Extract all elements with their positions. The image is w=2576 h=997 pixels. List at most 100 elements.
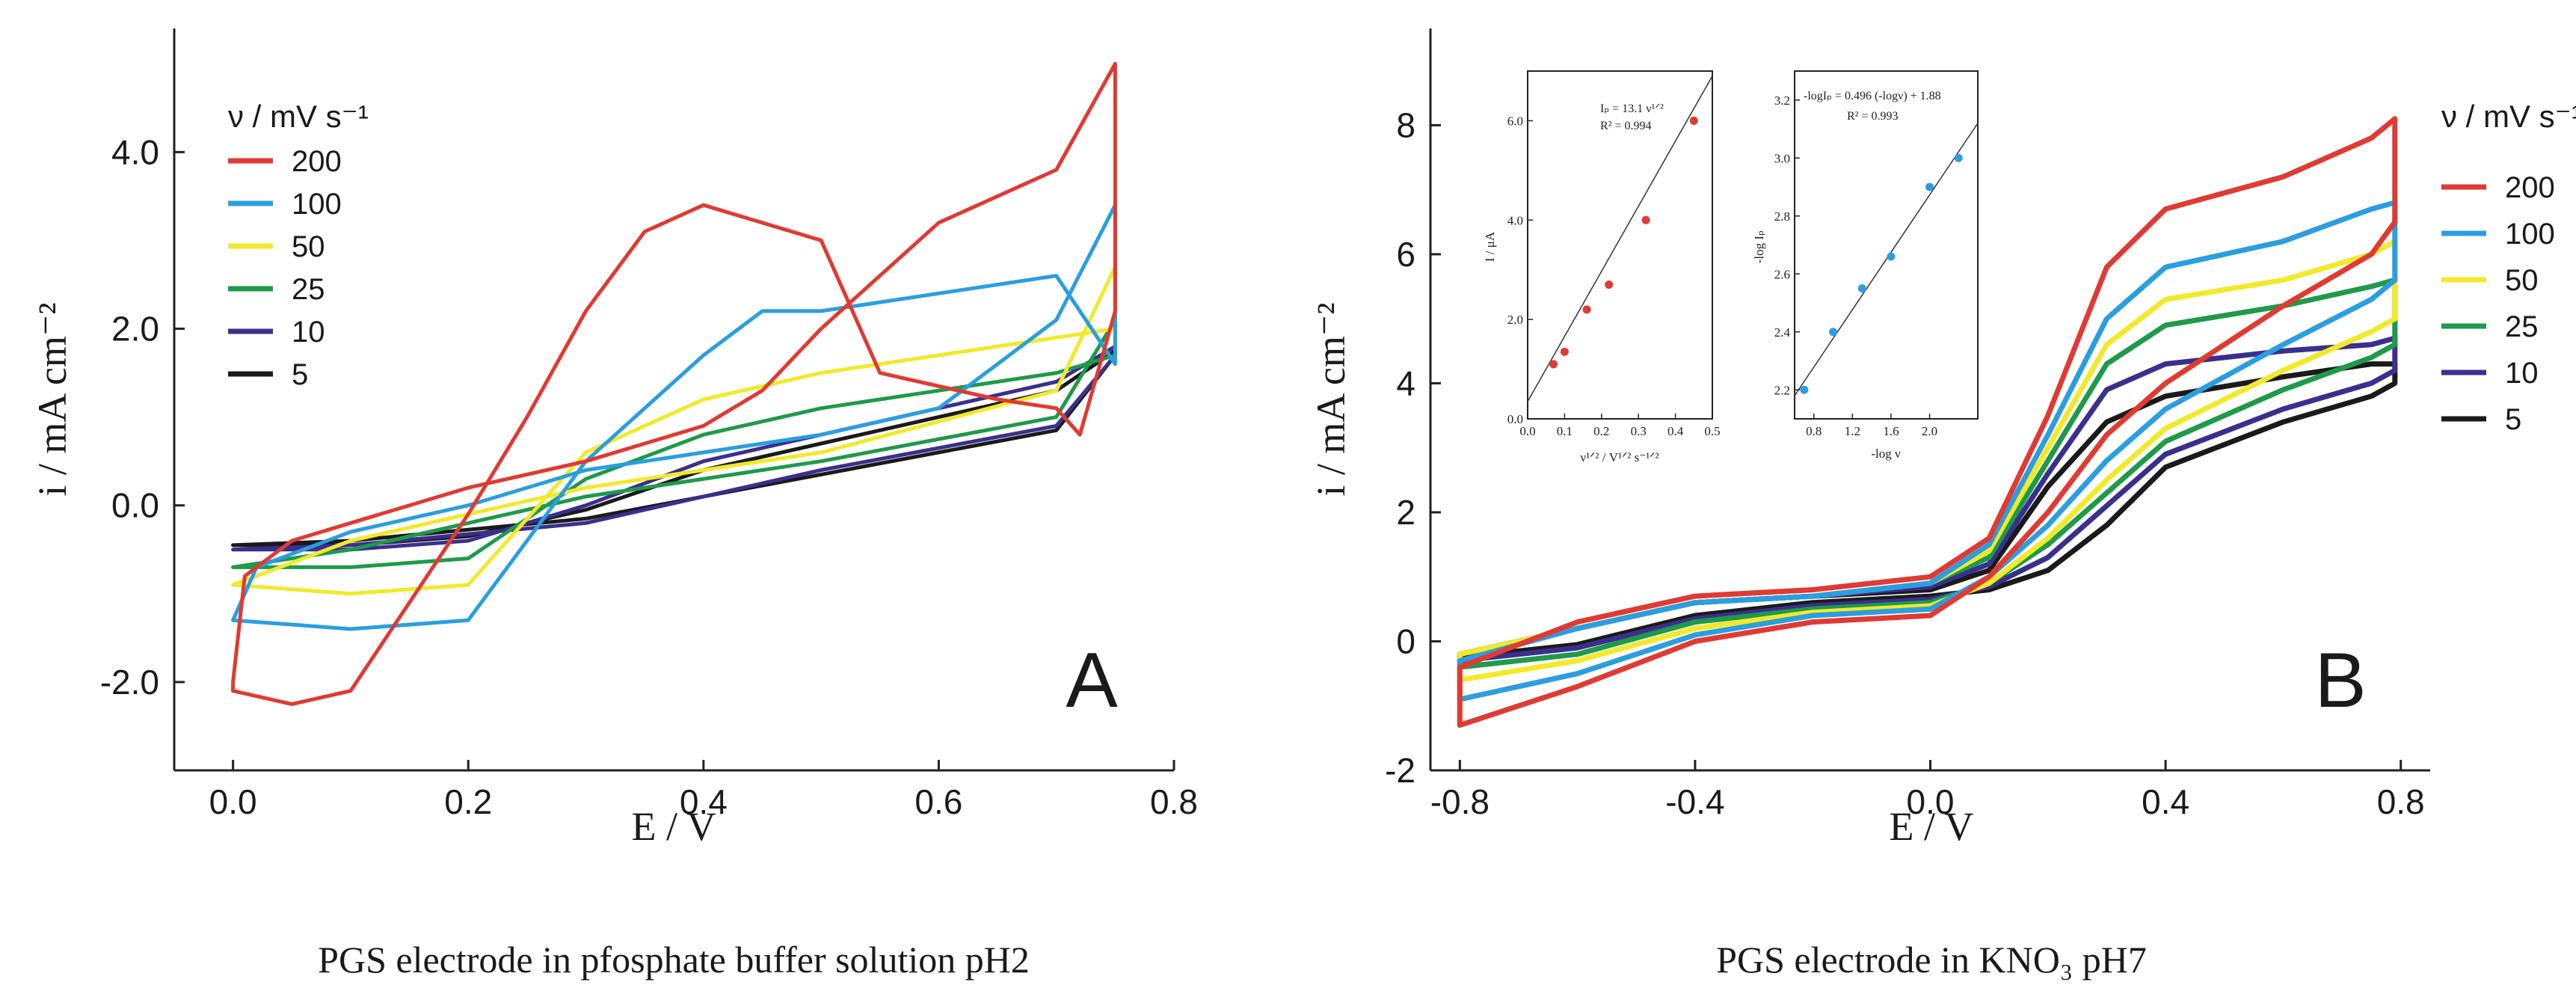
- inset-1-chart: 0.0 0.1 0.2 0.3 0.4 0.5 0.0 2.0 4.0 6.0 Iₚ = 13.1…: [1483, 70, 1721, 464]
- panel-b-x-ticks: -0.8 -0.4 0.0 0.4 0.8: [1430, 760, 2425, 821]
- inset-x-tick-label: 2.0: [1922, 424, 1937, 438]
- inset-data-point: [1925, 182, 1934, 191]
- inset-data-point: [1582, 305, 1591, 314]
- series-a-50: [231, 265, 1117, 596]
- inset-2-chart: 0.8 1.2 1.6 2.0 2.2 2.4 2.6 2.8 3.0 3.2 -logIₚ = …: [1752, 70, 1979, 461]
- series-a-200: [231, 61, 1117, 706]
- panel-b-legend-title: ν / mV s⁻¹: [2441, 99, 2576, 134]
- inset-2-y-label: -log Iₚ: [1752, 230, 1766, 264]
- inset-1-equation: Iₚ = 13.1 ν¹ᐟ²: [1600, 102, 1664, 115]
- inset-y-tick-label: 2.2: [1774, 383, 1790, 397]
- panel-a-y-ticks: -2.0 0.0 2.0 4.0: [100, 132, 185, 702]
- panel-a-x-ticks: 0.0 0.2 0.4 0.6 0.8: [209, 760, 1198, 821]
- inset-data-point: [1800, 385, 1809, 394]
- inset-fit-line: [1794, 123, 1979, 396]
- legend-label-100: 100: [292, 188, 342, 221]
- panel-a-x-label: E / V: [631, 804, 716, 849]
- inset-2-x-label: -log ν: [1871, 447, 1901, 461]
- inset-data-point: [1954, 153, 1963, 162]
- x-tick-label: 0.8: [2377, 782, 2425, 821]
- inset-1-frame: [1527, 70, 1713, 420]
- inset-x-tick-label: 0.5: [1704, 424, 1720, 438]
- y-tick-label: 2.0: [111, 310, 159, 349]
- inset-y-tick-label: 0.0: [1507, 412, 1523, 426]
- inset-y-tick-label: 2.0: [1507, 313, 1523, 327]
- x-tick-label: 0.4: [2142, 782, 2189, 821]
- y-tick-label: 2: [1396, 493, 1415, 532]
- inset-x-tick-label: 1.2: [1845, 424, 1860, 438]
- panel-a-legend: ν / mV s⁻¹ 200 100 50 25 10 5: [228, 99, 369, 391]
- y-tick-label: 0.0: [111, 486, 159, 525]
- legend-label-200: 200: [2505, 171, 2555, 204]
- inset-data-point: [1829, 328, 1838, 337]
- inset-2-marks: [1794, 123, 1979, 396]
- x-tick-label: -0.4: [1665, 782, 1724, 821]
- legend-label-25: 25: [2505, 310, 2539, 343]
- legend-label-100: 100: [2505, 218, 2555, 251]
- panel-b-letter: B: [2314, 637, 2366, 724]
- inset-1-x-label: ν¹ᐟ² / V¹ᐟ² s⁻¹ᐟ²: [1580, 450, 1659, 464]
- inset-x-tick-label: 0.8: [1806, 424, 1822, 438]
- y-tick-label: 4: [1396, 363, 1415, 402]
- inset-x-tick-label: 0.2: [1593, 424, 1609, 438]
- panel-b-x-label: E / V: [1889, 804, 1973, 849]
- series-a-25: [231, 318, 1117, 569]
- inset-data-point: [1857, 284, 1866, 293]
- series-a-10: [231, 344, 1117, 552]
- inset-1-y-label: I / μA: [1483, 231, 1497, 262]
- inset-x-tick-label: 0.1: [1557, 424, 1573, 438]
- panel-b-legend: ν / mV s⁻¹ 200 100 50 25 10 5: [2441, 99, 2576, 436]
- panel-a-letter: A: [1066, 637, 1118, 724]
- y-tick-label: 0: [1396, 622, 1415, 660]
- panel-a-legend-entries: 200 100 50 25 10 5: [228, 145, 342, 391]
- inset-2-r2: R² = 0.993: [1847, 110, 1899, 123]
- panel-b: -0.8 -0.4 0.0 0.4 0.8 -2 0 2 4 6 8 E / V i / mA c…: [1309, 28, 2576, 981]
- inset-y-tick-label: 3.0: [1774, 151, 1790, 165]
- inset-data-point: [1689, 116, 1698, 125]
- panel-a: 0.0 0.2 0.4 0.6 0.8 -2.0 0.0 2.0 4.0 E / V i / …: [30, 28, 1198, 981]
- inset-y-tick-label: 2.4: [1774, 325, 1791, 340]
- legend-label-10: 10: [2505, 357, 2539, 390]
- inset-y-tick-label: 3.2: [1774, 93, 1790, 108]
- inset-x-tick-label: 0.0: [1519, 424, 1535, 438]
- inset-y-tick-label: 4.0: [1507, 213, 1523, 227]
- inset-data-point: [1887, 252, 1896, 261]
- inset-data-point: [1641, 215, 1650, 224]
- y-tick-label: 6: [1396, 235, 1415, 274]
- inset-y-tick-label: 2.8: [1774, 209, 1790, 224]
- panel-b-y-label: i / mA cm⁻²: [1309, 302, 1353, 496]
- x-tick-label: -0.8: [1430, 782, 1490, 821]
- inset-fit-line: [1527, 76, 1713, 402]
- inset-1-r2: R² = 0.994: [1600, 120, 1652, 132]
- legend-label-200: 200: [292, 145, 342, 178]
- x-tick-label: 0.0: [209, 782, 257, 821]
- inset-2-equation: -logIₚ = 0.496 (-logν) + 1.88: [1804, 90, 1941, 102]
- inset-x-tick-label: 1.6: [1883, 424, 1899, 438]
- x-tick-label: 0.8: [1150, 782, 1198, 821]
- panel-a-y-label: i / mA cm⁻²: [30, 302, 75, 496]
- legend-label-10: 10: [292, 316, 325, 349]
- panel-a-curves: [231, 61, 1117, 706]
- inset-data-point: [1605, 280, 1614, 289]
- series-b-200: [1457, 116, 2398, 728]
- legend-label-25: 25: [292, 273, 325, 306]
- panel-b-curves: [1457, 116, 2398, 728]
- y-tick-label: -2: [1385, 751, 1415, 790]
- inset-x-tick-label: 0.4: [1667, 424, 1684, 438]
- y-tick-label: -2.0: [100, 663, 159, 702]
- inset-data-point: [1560, 347, 1569, 356]
- panel-a-legend-title: ν / mV s⁻¹: [228, 99, 369, 134]
- inset-data-point: [1549, 360, 1558, 369]
- x-tick-label: 0.6: [914, 782, 962, 821]
- x-tick-label: 0.4: [680, 782, 728, 821]
- panel-b-caption: PGS electrode in KNO₃ pH7: [1716, 939, 2147, 981]
- inset-y-tick-label: 6.0: [1507, 114, 1523, 128]
- inset-1-marks: [1527, 76, 1713, 402]
- x-tick-label: 0.0: [1907, 782, 1955, 821]
- panel-b-legend-entries: 200 100 50 25 10 5: [2441, 171, 2555, 436]
- inset-x-tick-label: 0.3: [1631, 424, 1647, 438]
- legend-label-5: 5: [292, 358, 308, 391]
- inset-2-ticks: 0.8 1.2 1.6 2.0 2.2 2.4 2.6 2.8 3.0 3.2: [1774, 93, 1937, 438]
- legend-label-50: 50: [292, 230, 325, 263]
